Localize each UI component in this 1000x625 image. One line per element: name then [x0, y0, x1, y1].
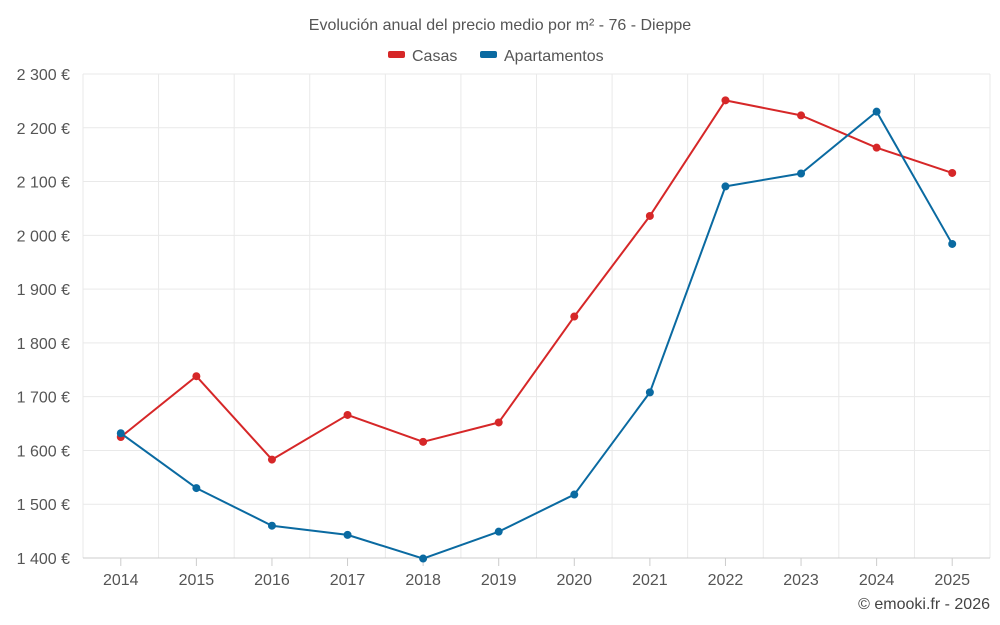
data-point-apartamentos[interactable]: [570, 490, 579, 499]
x-tick-label: 2022: [708, 572, 744, 589]
x-tick-label: 2024: [859, 572, 895, 589]
axes: 1 400 € 1 500 € 1 600 € 1 700 € 1 800 € 1 900…: [17, 67, 990, 589]
x-tick-label: 2014: [103, 572, 139, 589]
data-point-apartamentos[interactable]: [192, 484, 201, 493]
legend-swatch: [480, 51, 497, 58]
credit-text: © emooki.fr - 2026: [858, 596, 990, 613]
data-point-casas[interactable]: [267, 455, 276, 464]
series-line-apartamentos[interactable]: [119, 110, 954, 560]
x-tick-label: 2019: [481, 572, 517, 589]
y-tick-label: 1 500 €: [17, 497, 70, 514]
data-point-casas[interactable]: [645, 211, 654, 220]
data-point-apartamentos[interactable]: [116, 429, 125, 438]
y-tick-label: 2 100 €: [17, 175, 70, 192]
data-point-apartamentos[interactable]: [419, 554, 428, 563]
y-tick-label: 1 600 €: [17, 443, 70, 460]
data-point-casas[interactable]: [872, 143, 881, 152]
legend-item-casas[interactable]: Casas: [388, 48, 457, 65]
data-point-apartamentos[interactable]: [797, 169, 806, 178]
x-tick-label: 2020: [556, 572, 592, 589]
series-apartamentos: [116, 107, 957, 563]
data-point-casas[interactable]: [797, 111, 806, 120]
series-line-casas[interactable]: [119, 99, 954, 461]
data-point-casas[interactable]: [343, 410, 352, 419]
gridlines: [82, 73, 991, 559]
x-tick-label: 2017: [330, 572, 366, 589]
x-tick-label: 2018: [405, 572, 441, 589]
y-tick-label: 1 900 €: [17, 282, 70, 299]
data-point-casas[interactable]: [948, 168, 957, 177]
data-point-casas[interactable]: [721, 96, 730, 105]
data-point-apartamentos[interactable]: [267, 521, 276, 530]
data-point-apartamentos[interactable]: [343, 530, 352, 539]
legend-swatch: [388, 51, 405, 58]
series-layer: [116, 96, 957, 563]
y-tick-label: 2 200 €: [17, 121, 70, 138]
data-point-casas[interactable]: [192, 372, 201, 381]
data-point-apartamentos[interactable]: [645, 388, 654, 397]
y-tick-label: 2 300 €: [17, 67, 70, 84]
data-point-apartamentos[interactable]: [948, 239, 957, 248]
data-point-apartamentos[interactable]: [494, 527, 503, 536]
legend[interactable]: Casas Apartamentos: [388, 48, 604, 65]
x-tick-label: 2023: [783, 572, 819, 589]
y-tick-label: 1 700 €: [17, 390, 70, 407]
x-tick-label: 2021: [632, 572, 668, 589]
data-point-casas[interactable]: [570, 312, 579, 321]
data-point-apartamentos[interactable]: [872, 107, 881, 116]
y-tick-label: 1 800 €: [17, 336, 70, 353]
y-tick-label: 1 400 €: [17, 551, 70, 568]
chart-title: Evolución anual del precio medio por m² …: [309, 17, 692, 34]
x-tick-label: 2016: [254, 572, 290, 589]
legend-label: Casas: [412, 48, 457, 65]
data-point-apartamentos[interactable]: [721, 182, 730, 191]
legend-label: Apartamentos: [504, 48, 604, 65]
x-tick-label: 2025: [934, 572, 970, 589]
legend-item-apartamentos[interactable]: Apartamentos: [480, 48, 604, 65]
data-point-casas[interactable]: [494, 418, 503, 427]
data-point-casas[interactable]: [419, 437, 428, 446]
x-tick-label: 2015: [179, 572, 215, 589]
y-tick-label: 2 000 €: [17, 228, 70, 245]
